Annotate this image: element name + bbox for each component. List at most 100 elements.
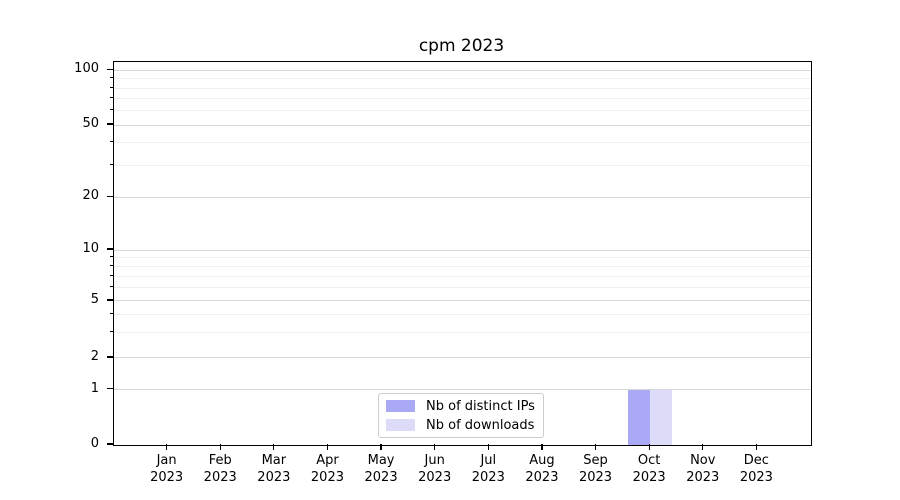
y-minor-tick-mark [110, 256, 113, 258]
x-tick-mark [326, 444, 329, 450]
y-gridline [114, 300, 811, 302]
y-minor-tick-mark [110, 264, 113, 266]
y-tick-label: 2 [90, 348, 99, 364]
y-tick-label: 100 [74, 61, 99, 77]
y-tick-label: 20 [82, 188, 99, 204]
y-tick-label: 1 [90, 380, 99, 396]
x-tick-year: 2023 [257, 470, 291, 485]
y-minor-tick-mark [110, 313, 113, 315]
y-tick-label: 5 [90, 291, 99, 307]
x-tick-year: 2023 [686, 470, 720, 485]
x-tick-month: Oct [637, 453, 661, 468]
y-minor-tick-mark [110, 331, 113, 333]
legend-label: Nb of distinct IPs [426, 398, 535, 414]
x-tick-year: 2023 [418, 470, 452, 485]
y-gridline-minor [114, 265, 811, 267]
y-tick-mark [107, 68, 113, 70]
y-gridline-minor [114, 275, 811, 277]
x-tick-year: 2023 [632, 470, 666, 485]
x-tick-month: May [367, 453, 395, 468]
x-tick-label: Jul 2023 [461, 452, 515, 486]
x-tick-month: Apr [316, 453, 339, 468]
y-tick-label: 10 [82, 241, 99, 256]
y-tick-mark [107, 443, 113, 445]
x-tick-mark [541, 444, 543, 450]
x-tick-year: 2023 [364, 470, 398, 485]
y-gridline-minor [114, 142, 811, 144]
x-tick-year: 2023 [739, 470, 773, 485]
x-tick-mark [702, 444, 704, 450]
x-tick-mark [487, 444, 489, 450]
x-tick-month: Jan [156, 453, 177, 468]
x-tick-month: Mar [261, 453, 287, 468]
y-tick-mark [107, 388, 113, 390]
x-tick-label: Jun 2023 [408, 452, 462, 486]
x-tick-month: Jul [480, 453, 497, 468]
y-tick-mark [107, 248, 113, 250]
y-minor-tick-mark [110, 97, 113, 99]
y-gridline-minor [114, 78, 811, 80]
bar-nb-of-distinct-ips [628, 389, 651, 445]
x-tick-month: Nov [690, 453, 716, 468]
x-tick-label: Aug 2023 [515, 452, 569, 486]
x-tick-label: Feb 2023 [193, 452, 247, 486]
y-tick-mark [107, 299, 113, 301]
x-tick-label: Oct 2023 [622, 452, 676, 486]
x-tick-month: Aug [529, 453, 555, 468]
x-tick-mark [273, 444, 275, 450]
y-gridline [114, 249, 811, 251]
x-tick-month: Sep [583, 453, 608, 468]
x-tick-mark [648, 444, 650, 450]
plot-area [113, 61, 812, 446]
y-minor-tick-mark [110, 109, 113, 111]
y-gridline-minor [114, 332, 811, 334]
y-gridline-minor [114, 87, 811, 89]
y-tick-mark [107, 195, 113, 197]
x-tick-mark [166, 444, 168, 450]
legend: Nb of distinct IPs Nb of downloads [378, 393, 544, 438]
y-minor-tick-mark [110, 141, 113, 143]
x-tick-year: 2023 [471, 470, 505, 485]
chart-title: cpm 2023 [418, 36, 505, 56]
x-tick-label: Dec 2023 [729, 452, 783, 486]
x-tick-mark [594, 444, 597, 450]
legend-item: Nb of downloads [386, 417, 536, 433]
gridlines-layer [114, 62, 811, 445]
y-gridline-minor [114, 287, 811, 289]
x-tick-label: Apr 2023 [300, 452, 354, 486]
x-tick-label: Nov 2023 [676, 452, 730, 486]
y-gridline [114, 196, 811, 198]
y-gridline-minor [114, 164, 811, 166]
y-gridline [114, 357, 811, 359]
x-tick-month: Jun [424, 453, 445, 468]
y-minor-tick-mark [110, 77, 113, 79]
x-tick-year: 2023 [310, 470, 344, 485]
y-gridline-minor [114, 98, 811, 100]
legend-item: Nb of distinct IPs [386, 398, 536, 414]
y-gridline-minor [114, 257, 811, 259]
y-gridline-minor [114, 314, 811, 316]
x-tick-year: 2023 [578, 470, 613, 485]
x-tick-year: 2023 [525, 470, 559, 485]
y-tick-mark [107, 356, 113, 358]
y-gridline [114, 69, 811, 71]
y-minor-tick-mark [110, 163, 113, 165]
x-tick-label: Sep 2023 [569, 452, 623, 486]
x-tick-year: 2023 [203, 470, 237, 485]
x-tick-month: Feb [208, 453, 232, 468]
legend-swatch-icon [386, 400, 415, 412]
x-tick-mark [219, 444, 221, 450]
x-tick-year: 2023 [150, 470, 184, 485]
x-tick-mark [434, 444, 436, 450]
y-minor-tick-mark [110, 86, 113, 88]
legend-swatch-icon [386, 419, 415, 431]
y-tick-label: 0 [90, 436, 99, 451]
y-minor-tick-mark [110, 286, 113, 288]
y-tick-label: 50 [82, 116, 99, 132]
y-gridline [114, 389, 811, 391]
x-tick-label: Jan 2023 [140, 452, 194, 486]
y-gridline-minor [114, 110, 811, 112]
y-gridline [114, 124, 811, 126]
bar-nb-of-downloads [650, 389, 673, 445]
